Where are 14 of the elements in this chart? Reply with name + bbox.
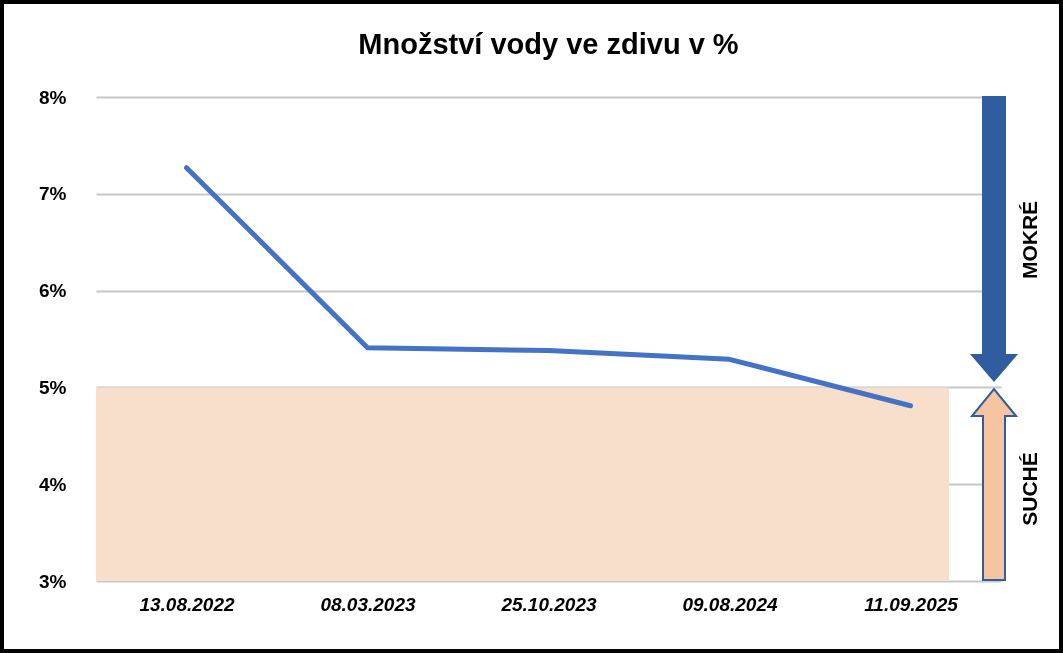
- x-tick-label: 25.10.2023: [500, 593, 597, 615]
- text: SUCHÉ: [1017, 452, 1042, 526]
- text: MOKRÉ: [1018, 200, 1043, 280]
- y-tick-label: 3%: [39, 570, 67, 592]
- y-tick-label: 8%: [39, 86, 67, 108]
- x-tick-label: 13.08.2022: [139, 593, 235, 615]
- y-tick-label: 6%: [39, 280, 67, 302]
- chart-title: Množství vody ve zdivu v %: [358, 28, 739, 60]
- x-tick-label: 08.03.2023: [320, 593, 416, 615]
- x-tick-label: 09.08.2024: [682, 593, 778, 615]
- y-tick-label: 5%: [39, 376, 67, 398]
- y-tick-label: 7%: [39, 183, 67, 205]
- x-tick-label: 11.09.2025: [864, 593, 959, 615]
- y-tick-label: 4%: [39, 473, 67, 495]
